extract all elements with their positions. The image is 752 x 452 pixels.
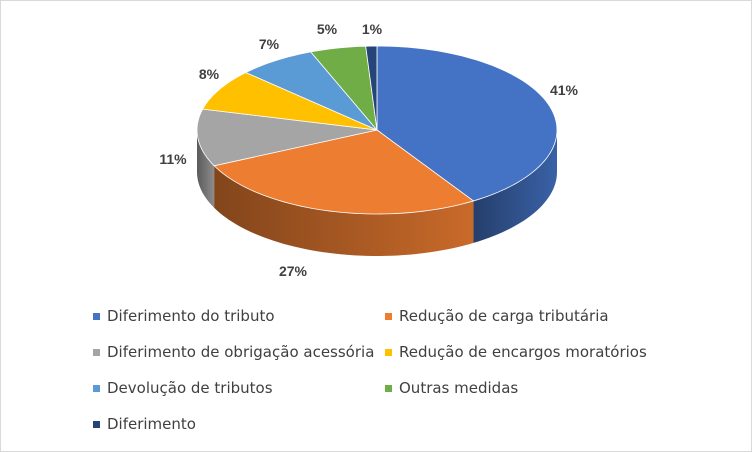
data-label: 8% <box>199 66 220 82</box>
legend-swatch <box>385 312 392 320</box>
pie-slice <box>244 51 378 131</box>
legend-item-diferimento-de-obrigacao-acessoria: Diferimento de obrigação acessória <box>93 343 374 361</box>
data-label: 41% <box>550 82 579 98</box>
data-label: 1% <box>362 21 383 37</box>
legend-swatch <box>93 312 100 320</box>
legend-label: Redução de encargos moratórios <box>399 343 647 361</box>
legend-swatch <box>93 420 100 428</box>
data-label: 27% <box>279 263 308 279</box>
legend-label: Diferimento <box>107 415 196 433</box>
legend-item-outras-medidas: Outras medidas <box>385 379 518 397</box>
pie-slice <box>202 72 378 131</box>
data-label: 5% <box>317 21 338 37</box>
pie-slice <box>365 45 378 131</box>
legend-item-diferimento: Diferimento <box>93 415 196 433</box>
pie-slice <box>376 45 558 202</box>
pie-slice-side <box>214 165 474 256</box>
pie-slice <box>213 129 475 215</box>
legend-label: Devolução de tributos <box>107 379 273 397</box>
legend-label: Redução de carga tributária <box>399 307 609 325</box>
legend-label: Diferimento de obrigação acessória <box>107 343 375 361</box>
legend-swatch <box>93 384 100 392</box>
legend-label: Outras medidas <box>399 379 519 397</box>
legend-item-reducao-de-encargos-moratorios: Redução de encargos moratórios <box>385 343 647 361</box>
pie-slice <box>309 45 378 132</box>
legend-swatch <box>93 348 100 356</box>
data-label: 11% <box>159 151 187 167</box>
legend-item-devolucao-de-tributos: Devolução de tributos <box>93 379 273 397</box>
legend-swatch <box>385 348 392 356</box>
pie-slice <box>196 108 378 167</box>
legend-item-diferimento-do-tributo: Diferimento do tributo <box>93 307 275 325</box>
data-label: 7% <box>259 36 280 52</box>
legend-item-reducao-de-carga-tributaria: Redução de carga tributária <box>385 307 609 325</box>
legend-swatch <box>385 384 392 392</box>
pie-slice-side <box>473 130 557 243</box>
legend-label: Diferimento do tributo <box>107 307 275 325</box>
pie-slice-side <box>197 130 215 208</box>
